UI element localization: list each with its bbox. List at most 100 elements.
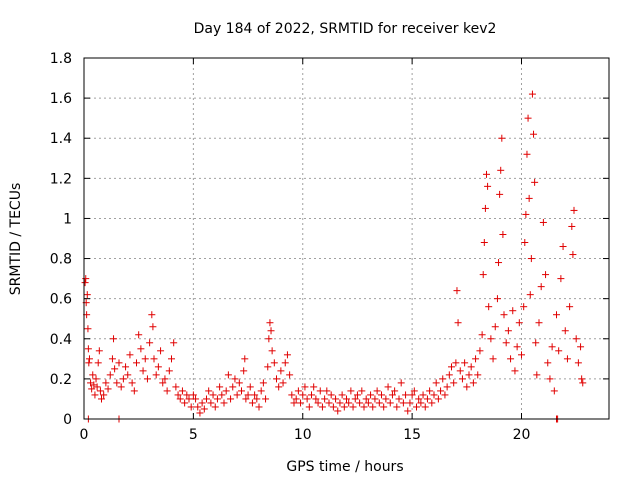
data-point	[498, 134, 506, 142]
data-point	[89, 371, 97, 379]
data-point	[133, 359, 140, 367]
data-point	[375, 399, 383, 407]
data-point	[367, 391, 375, 399]
data-point	[478, 331, 486, 339]
data-point	[426, 387, 434, 395]
data-point	[364, 399, 372, 407]
data-point	[515, 319, 523, 327]
data-point	[135, 331, 143, 339]
data-point	[448, 363, 455, 371]
data-point	[194, 403, 202, 411]
data-point	[437, 387, 445, 395]
data-point	[310, 383, 318, 391]
data-point	[417, 399, 425, 407]
data-point	[524, 114, 532, 122]
data-point	[168, 355, 175, 363]
data-point	[235, 379, 243, 387]
data-point	[231, 375, 239, 383]
data-point	[500, 311, 508, 319]
data-point	[404, 407, 412, 415]
data-point	[493, 295, 501, 303]
data-point	[430, 391, 438, 399]
data-point	[566, 303, 574, 311]
x-tick-label-1: 5	[189, 427, 198, 443]
data-point	[241, 355, 249, 363]
data-point	[463, 383, 471, 391]
data-point	[262, 395, 270, 403]
data-point	[380, 403, 388, 411]
data-point	[340, 403, 348, 411]
data-point	[220, 399, 228, 407]
data-point	[85, 359, 93, 367]
data-point	[458, 375, 466, 383]
data-point	[157, 347, 165, 355]
data-point	[303, 395, 311, 403]
data-point	[273, 375, 280, 383]
data-point	[351, 395, 359, 403]
data-point	[203, 395, 210, 403]
data-point	[257, 387, 265, 395]
data-point	[253, 395, 261, 403]
data-point	[550, 387, 558, 395]
data-point	[395, 395, 403, 403]
data-point	[522, 210, 530, 218]
data-point	[209, 391, 217, 399]
data-point	[93, 383, 101, 391]
data-point	[491, 323, 499, 331]
data-point	[484, 182, 492, 190]
data-point	[553, 311, 560, 319]
data-point	[242, 395, 250, 403]
data-point	[248, 399, 256, 407]
data-point	[467, 363, 475, 371]
data-point	[299, 391, 307, 399]
data-point	[308, 391, 315, 399]
data-point	[246, 383, 254, 391]
data-point	[332, 395, 340, 403]
data-point	[349, 403, 357, 411]
data-point	[176, 395, 184, 403]
data-point	[283, 351, 291, 359]
data-point	[316, 387, 324, 395]
data-point	[360, 403, 368, 411]
data-point	[373, 387, 381, 395]
data-point	[535, 319, 543, 327]
data-point	[542, 271, 550, 279]
data-point	[266, 319, 274, 327]
data-point	[238, 387, 245, 395]
data-point	[453, 287, 461, 295]
data-point	[408, 391, 416, 399]
data-point	[419, 391, 427, 399]
data-point	[548, 343, 556, 351]
data-point	[532, 339, 540, 347]
data-point	[314, 399, 322, 407]
data-point	[563, 355, 571, 363]
data-point	[399, 399, 407, 407]
data-point	[481, 204, 489, 212]
data-point	[469, 379, 477, 387]
data-point	[88, 385, 96, 393]
y-tick-label-8: 1.6	[50, 91, 72, 107]
data-point	[154, 363, 162, 371]
y-tick-label-6: 1.2	[50, 171, 72, 187]
data-point	[423, 395, 431, 403]
x-tick-label-4: 20	[513, 427, 531, 443]
data-point	[113, 379, 121, 387]
data-point	[421, 403, 429, 411]
data-point	[428, 399, 436, 407]
data-point	[321, 395, 329, 403]
y-tick-label-9: 1.8	[50, 51, 72, 67]
data-point	[205, 387, 213, 395]
data-point	[345, 399, 353, 407]
data-point	[483, 170, 490, 178]
data-point	[95, 347, 103, 355]
x-tick-label-2: 10	[294, 427, 312, 443]
data-point	[181, 399, 189, 407]
data-point	[452, 359, 460, 367]
data-point	[297, 399, 305, 407]
data-point	[275, 383, 283, 391]
data-point	[106, 371, 114, 379]
data-point	[544, 359, 552, 367]
data-point	[343, 395, 350, 403]
data-point	[530, 130, 538, 138]
data-point	[130, 387, 138, 395]
